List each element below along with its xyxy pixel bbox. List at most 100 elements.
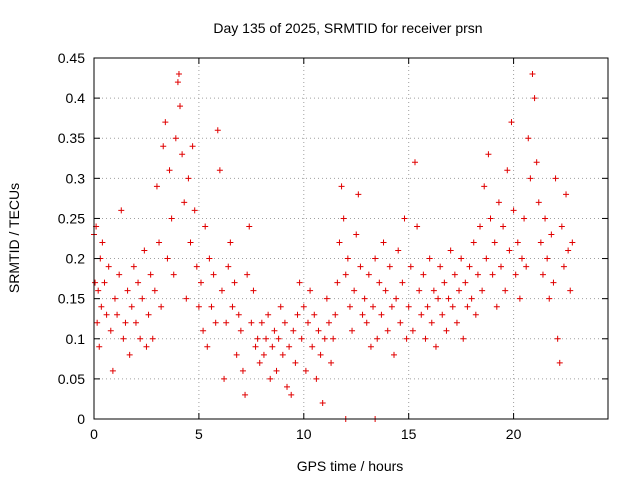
data-point bbox=[317, 351, 324, 358]
data-point bbox=[489, 271, 496, 278]
data-point bbox=[170, 271, 177, 278]
data-point bbox=[296, 279, 303, 286]
grid bbox=[94, 58, 608, 419]
data-point bbox=[254, 335, 261, 342]
data-point bbox=[242, 391, 249, 398]
data-point bbox=[537, 239, 544, 246]
data-point bbox=[567, 287, 574, 294]
y-tick-label: 0.3 bbox=[66, 170, 86, 186]
data-point bbox=[527, 175, 534, 182]
data-point bbox=[141, 247, 148, 254]
data-point bbox=[124, 287, 131, 294]
data-point bbox=[256, 359, 263, 366]
y-tick-label: 0.15 bbox=[58, 291, 85, 307]
data-point bbox=[172, 135, 179, 142]
data-point bbox=[439, 311, 446, 318]
data-point bbox=[346, 303, 353, 310]
data-point bbox=[386, 263, 393, 270]
data-point bbox=[286, 343, 293, 350]
data-point bbox=[445, 295, 452, 302]
data-point bbox=[502, 287, 509, 294]
data-point bbox=[109, 367, 116, 374]
data-point bbox=[273, 367, 280, 374]
data-point bbox=[206, 255, 213, 262]
data-point bbox=[367, 343, 374, 350]
data-point bbox=[290, 327, 297, 334]
data-point bbox=[552, 175, 559, 182]
data-point bbox=[447, 247, 454, 254]
data-point bbox=[506, 247, 513, 254]
data-point bbox=[153, 183, 160, 190]
data-point bbox=[510, 207, 517, 214]
data-point bbox=[363, 319, 370, 326]
data-point bbox=[342, 271, 349, 278]
data-point bbox=[304, 319, 311, 326]
data-point bbox=[235, 311, 242, 318]
data-point bbox=[453, 319, 460, 326]
y-tick-label: 0.45 bbox=[58, 50, 85, 66]
data-point bbox=[258, 319, 265, 326]
data-point bbox=[483, 255, 490, 262]
data-point bbox=[319, 399, 326, 406]
data-point bbox=[187, 239, 194, 246]
data-point bbox=[197, 279, 204, 286]
data-point bbox=[128, 303, 135, 310]
data-point bbox=[405, 303, 412, 310]
data-point bbox=[569, 239, 576, 246]
data-point bbox=[288, 391, 295, 398]
data-point bbox=[244, 271, 251, 278]
data-point bbox=[521, 215, 528, 222]
y-tick-label: 0.35 bbox=[58, 130, 85, 146]
data-point bbox=[500, 223, 507, 230]
data-point bbox=[309, 343, 316, 350]
data-point bbox=[351, 287, 358, 294]
x-tick-label: 15 bbox=[401, 426, 417, 442]
y-axis-label: SRMTID / TECUs bbox=[6, 183, 22, 293]
data-point bbox=[248, 319, 255, 326]
data-point bbox=[518, 255, 525, 262]
data-point bbox=[95, 287, 102, 294]
data-point bbox=[200, 327, 207, 334]
data-point bbox=[464, 303, 471, 310]
data-point bbox=[565, 247, 572, 254]
data-point bbox=[393, 295, 400, 302]
data-point bbox=[548, 231, 555, 238]
data-point bbox=[560, 263, 567, 270]
data-point bbox=[418, 311, 425, 318]
data-point bbox=[96, 343, 103, 350]
x-tick-label: 10 bbox=[296, 426, 312, 442]
data-point bbox=[313, 375, 320, 382]
data-point bbox=[328, 359, 335, 366]
data-point bbox=[437, 263, 444, 270]
data-point bbox=[340, 215, 347, 222]
data-point bbox=[529, 71, 536, 78]
data-point bbox=[271, 327, 278, 334]
data-point bbox=[147, 271, 154, 278]
data-point bbox=[554, 335, 561, 342]
data-point bbox=[179, 151, 186, 158]
data-point bbox=[376, 279, 383, 286]
data-point bbox=[307, 287, 314, 294]
data-point bbox=[349, 327, 356, 334]
data-point bbox=[237, 327, 244, 334]
data-point bbox=[229, 303, 236, 310]
data-point bbox=[114, 311, 121, 318]
x-axis-label: GPS time / hours bbox=[297, 458, 404, 474]
data-point bbox=[516, 295, 523, 302]
data-point bbox=[493, 303, 500, 310]
data-point bbox=[210, 271, 217, 278]
data-point bbox=[189, 143, 196, 150]
y-tick-label: 0.05 bbox=[58, 371, 85, 387]
data-point bbox=[118, 207, 125, 214]
plot-frame bbox=[93, 57, 609, 420]
data-point bbox=[420, 271, 427, 278]
data-point bbox=[365, 271, 372, 278]
data-point bbox=[204, 343, 211, 350]
data-point bbox=[160, 143, 167, 150]
data-point bbox=[355, 191, 362, 198]
data-point bbox=[284, 383, 291, 390]
data-point bbox=[260, 351, 267, 358]
data-point bbox=[99, 239, 106, 246]
data-point bbox=[315, 327, 322, 334]
